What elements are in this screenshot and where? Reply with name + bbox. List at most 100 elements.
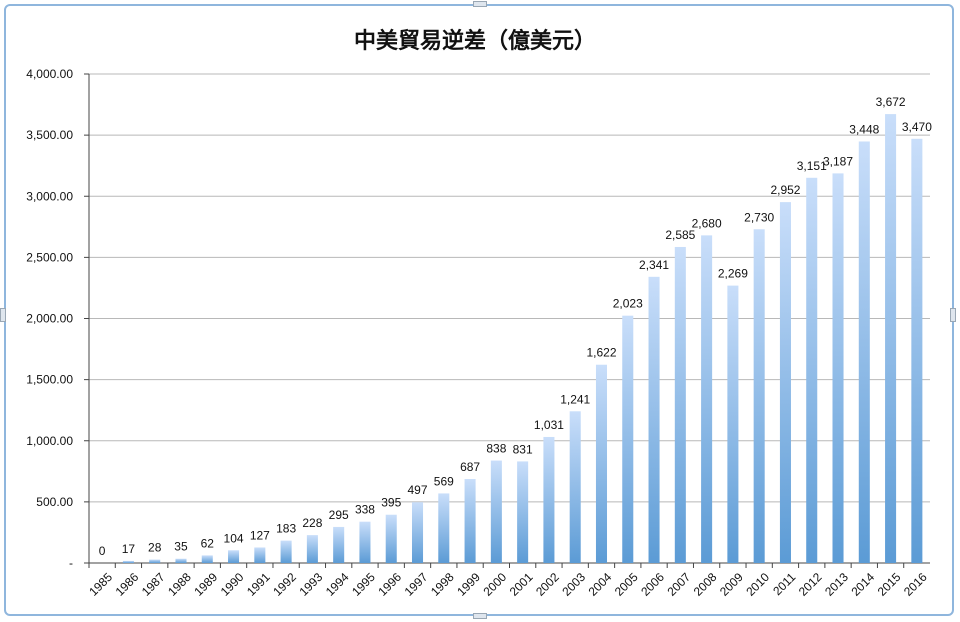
x-tick-label: 1995: [349, 570, 378, 599]
x-axis-ticks: 1985198619871988198919901991199219931994…: [86, 563, 930, 599]
bar: [490, 460, 502, 563]
bar: [595, 364, 608, 563]
x-tick-label: 1994: [323, 570, 352, 599]
x-tick-label: 2015: [875, 570, 904, 599]
x-tick-label: 2007: [664, 570, 693, 599]
x-tick-label: 2002: [533, 570, 562, 599]
data-label: 28: [148, 541, 162, 555]
bar: [832, 173, 844, 563]
x-tick-label: 1990: [218, 570, 247, 599]
y-tick-label: 1,000.00: [26, 434, 73, 448]
x-tick-label: 2008: [691, 570, 720, 599]
resize-handle-right[interactable]: [950, 308, 956, 322]
data-label: 17: [122, 542, 136, 556]
x-tick-label: 1991: [244, 570, 273, 599]
data-label: 0: [99, 544, 106, 558]
x-tick-label: 2010: [743, 570, 772, 599]
bar: [201, 555, 213, 563]
x-tick-label: 1989: [191, 570, 220, 599]
x-tick-label: 1993: [297, 570, 326, 599]
data-label: 569: [434, 474, 454, 488]
bar: [701, 235, 713, 563]
bar: [622, 315, 634, 563]
bar: [385, 514, 397, 563]
y-axis-ticks: - 500.00 1,000.00 1,500.00 2,000.00 2,500.00 3…: [26, 67, 89, 570]
bar: [122, 560, 134, 563]
bar: [858, 141, 870, 563]
data-labels: 0 17 28 35 62 104 127 183 228 295 338 395 497 569 687 8…: [99, 95, 932, 558]
bar: [175, 558, 187, 563]
bar: [149, 559, 161, 563]
x-tick-label: 2014: [848, 570, 877, 599]
bar: [228, 550, 240, 563]
data-label: 2,680: [692, 216, 722, 230]
data-label: 2,269: [718, 267, 748, 281]
x-tick-label: 1987: [139, 570, 168, 599]
bar: [280, 540, 292, 563]
x-tick-label: 2013: [822, 570, 851, 599]
data-label: 831: [513, 442, 533, 456]
bar: [753, 229, 765, 563]
bar: [464, 479, 476, 563]
x-tick-label: 1996: [375, 570, 404, 599]
bar: [779, 202, 791, 564]
bar: [517, 461, 529, 563]
data-label: 838: [486, 442, 506, 456]
y-tick-label: 4,000.00: [26, 67, 73, 81]
x-tick-label: 2001: [507, 570, 536, 599]
data-label: 338: [355, 503, 375, 517]
y-tick-label: 2,000.00: [26, 312, 73, 326]
bar: [543, 436, 555, 563]
x-tick-label: 1992: [270, 570, 299, 599]
data-label: 2,341: [639, 258, 669, 272]
data-label: 687: [460, 460, 480, 474]
chart-title: 中美貿易逆差（億美元）: [354, 28, 596, 54]
data-label: 3,187: [823, 154, 853, 168]
bars: [122, 114, 923, 564]
data-label: 183: [276, 522, 296, 536]
data-label: 395: [381, 496, 401, 510]
data-label: 295: [329, 508, 349, 522]
x-tick-label: 2009: [717, 570, 746, 599]
bar: [727, 285, 739, 563]
x-tick-label: 1985: [86, 570, 115, 599]
resize-handle-bottom[interactable]: [473, 613, 487, 619]
resize-handle-top[interactable]: [473, 1, 487, 7]
data-label: 35: [174, 540, 188, 554]
data-label: 3,672: [876, 95, 906, 109]
y-tick-label: 2,500.00: [26, 250, 73, 264]
y-tick-label: 3,000.00: [26, 189, 73, 203]
data-label: 3,151: [797, 159, 827, 173]
x-tick-label: 1986: [113, 570, 142, 599]
x-tick-label: 2006: [638, 570, 667, 599]
x-tick-label: 1988: [165, 570, 194, 599]
x-tick-label: 1997: [402, 570, 431, 599]
data-label: 3,470: [902, 120, 932, 134]
resize-handle-left[interactable]: [0, 308, 6, 322]
y-tick-label: 500.00: [36, 495, 73, 509]
x-tick-label: 1999: [454, 570, 483, 599]
data-label: 127: [250, 528, 270, 542]
bar: [674, 246, 686, 563]
bar: [411, 502, 424, 563]
chart-frame: [4, 4, 954, 616]
data-label: 2,023: [613, 297, 643, 311]
data-label: 2,585: [665, 228, 695, 242]
x-tick-label: 2011: [770, 570, 798, 598]
x-tick-label: 2016: [901, 570, 930, 599]
bar: [333, 526, 345, 563]
data-label: 1,241: [560, 392, 590, 406]
bar: [569, 411, 581, 563]
bar: [254, 547, 266, 563]
data-label: 1,031: [534, 418, 564, 432]
x-tick-label: 2005: [612, 570, 641, 599]
x-tick-label: 2012: [796, 570, 825, 599]
bar: [306, 535, 318, 563]
data-label: 497: [408, 483, 428, 497]
x-tick-label: 2004: [586, 570, 615, 599]
y-tick-label: 3,500.00: [26, 128, 73, 142]
data-label: 228: [302, 516, 322, 530]
gridlines: [88, 73, 930, 564]
y-tick-label: -: [69, 556, 73, 570]
